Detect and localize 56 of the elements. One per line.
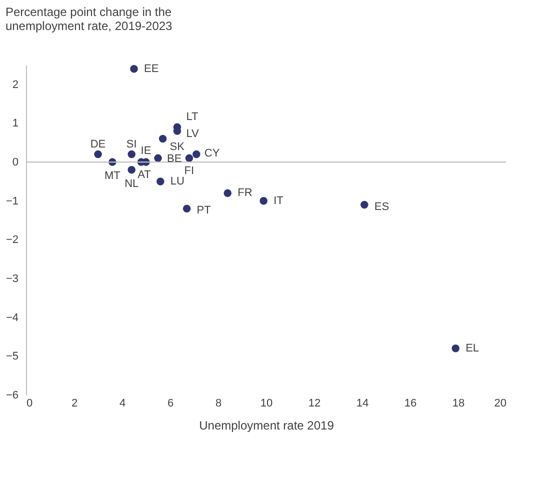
- x-tick-label: 20: [494, 398, 506, 410]
- point: [224, 189, 232, 197]
- annotation: IT: [274, 194, 284, 207]
- point: [154, 154, 162, 162]
- text: Percentage point change in the: [5, 4, 172, 19]
- x-axis-title: Unemployment rate 2019: [199, 418, 334, 432]
- annotation: FR: [238, 187, 252, 200]
- annotation: EE: [144, 62, 159, 75]
- point: [128, 166, 136, 174]
- annotation: PT: [196, 204, 212, 217]
- y-tick-label: −5: [6, 350, 18, 363]
- y-tick-label: 1: [12, 118, 18, 130]
- x-tick-label: 18: [452, 398, 465, 410]
- annotation: LT: [186, 111, 198, 124]
- point: [452, 344, 460, 352]
- annotation: LU: [170, 175, 185, 188]
- annotation: LV: [186, 128, 200, 140]
- annotation: NL: [124, 178, 139, 190]
- y-tick-label: 2: [12, 78, 18, 91]
- y-tick-label: −6: [6, 390, 18, 402]
- x-tick-label: 4: [119, 398, 126, 410]
- annotation: ES: [374, 200, 390, 213]
- point: [130, 65, 138, 73]
- annotation: CY: [204, 147, 220, 160]
- annotation: DE: [90, 138, 106, 150]
- text: unemployment rate, 2019-2023: [5, 18, 172, 33]
- annotation: FI: [184, 165, 194, 178]
- y-tick-label: 0: [12, 156, 18, 169]
- x-tick-label: 12: [308, 398, 321, 410]
- x-tick-label: 0: [26, 398, 33, 410]
- x-tick-label: 14: [356, 398, 369, 410]
- y-tick-label: −2: [6, 234, 18, 246]
- x-tick-label: 6: [167, 398, 174, 410]
- point: [260, 197, 268, 205]
- x-tick-label: 10: [260, 398, 273, 410]
- y-tick-label: −3: [6, 273, 18, 286]
- annotation: AT: [138, 169, 152, 182]
- point: [94, 150, 102, 158]
- annotation: MT: [104, 170, 121, 182]
- point: [128, 150, 136, 158]
- point: [156, 178, 164, 186]
- point: [182, 204, 191, 213]
- annotation: IE: [140, 145, 152, 158]
- annotation: EL: [466, 342, 480, 354]
- point: [360, 200, 368, 209]
- y-tick-label: −1: [6, 195, 18, 208]
- x-tick-label: 8: [215, 398, 222, 410]
- x-tick-label: 2: [71, 398, 78, 410]
- annotation: BE: [167, 153, 182, 166]
- x-tick-label: 16: [404, 398, 417, 410]
- point: [158, 134, 167, 143]
- annotation: SI: [126, 138, 137, 150]
- point: [185, 154, 194, 162]
- annotation: SK: [170, 140, 186, 153]
- point: [192, 150, 200, 158]
- y-tick-label: −4: [6, 312, 18, 324]
